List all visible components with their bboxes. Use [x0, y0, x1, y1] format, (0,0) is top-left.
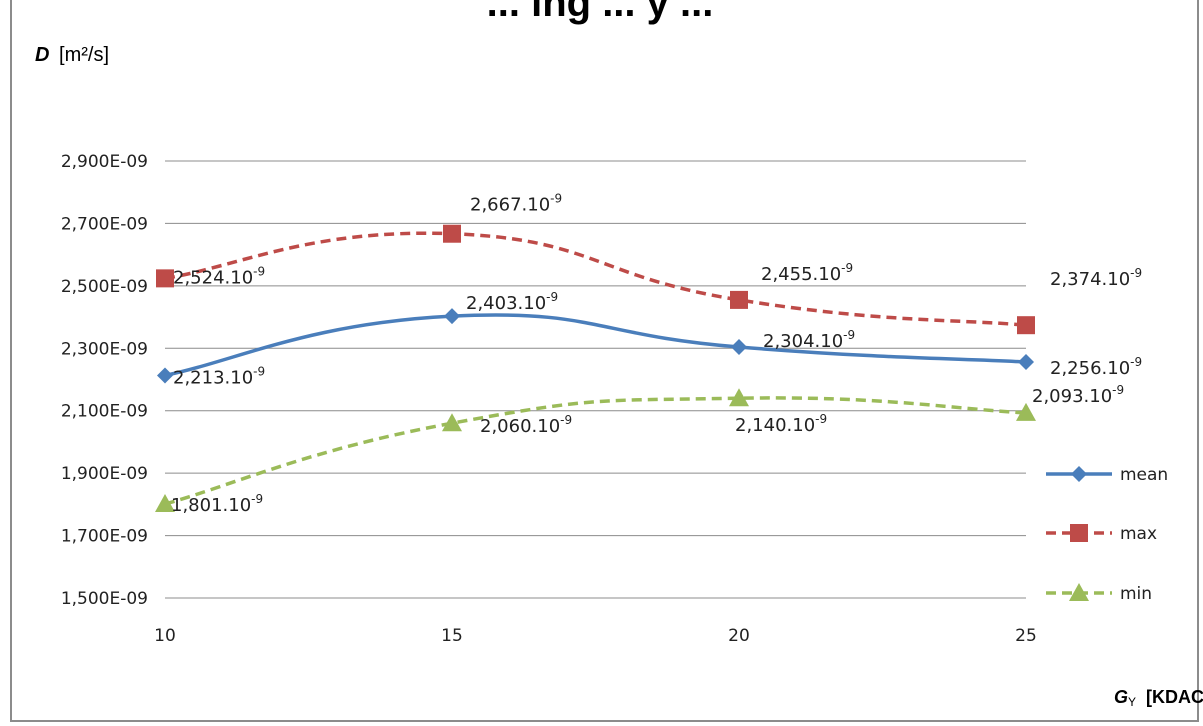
marker-mean-3	[1018, 354, 1034, 371]
legend-label-max: max	[1120, 524, 1157, 544]
y-tick-label-6: 1,700E-09	[61, 527, 148, 547]
data-label-mean-2: 2,304.10-9	[763, 328, 855, 352]
y-tick-label-4: 2,100E-09	[61, 402, 148, 422]
data-label-min-2: 2,140.10-9	[735, 412, 827, 436]
legend-label-min: min	[1120, 584, 1152, 604]
x-tick-label-0: 10	[154, 626, 176, 646]
y-tick-label-2: 2,500E-09	[61, 277, 148, 297]
chart-title: ... ing ... y ...	[487, 0, 714, 25]
marker-min-0	[155, 494, 175, 513]
y-tick-label-0: 2,900E-09	[61, 152, 148, 172]
marker-mean-2	[731, 339, 747, 356]
data-labels: 2,213.10-9 2,403.10-9 2,304.10-9 2,256.10-9…	[171, 192, 1142, 516]
series-markers	[155, 224, 1036, 513]
legend-marker-min	[1069, 583, 1089, 601]
data-label-max-2: 2,455.10-9	[761, 261, 853, 285]
series-lines	[164, 231, 1027, 506]
legend-marker-max	[1070, 524, 1088, 542]
y-tick-label-1: 2,700E-09	[61, 214, 148, 234]
marker-min-1	[442, 413, 462, 432]
data-label-max-0: 2,524.10-9	[173, 264, 265, 288]
x-tick-labels: 10 15 20 25	[154, 626, 1037, 646]
x-axis-symbol: G	[1114, 687, 1128, 707]
y-axis-unit: [m²/s]	[59, 44, 109, 66]
marker-max-0	[156, 269, 174, 288]
gridlines	[165, 160, 1026, 599]
x-tick-label-3: 25	[1015, 626, 1037, 646]
x-tick-label-1: 15	[441, 626, 463, 646]
legend-marker-mean	[1071, 466, 1087, 482]
series-line-max	[164, 231, 1027, 327]
legend-label-mean: mean	[1120, 465, 1168, 485]
data-label-max-3: 2,374.10-9	[1050, 266, 1142, 290]
data-label-mean-0: 2,213.10-9	[173, 364, 265, 388]
data-label-min-1: 2,060.10-9	[480, 413, 572, 437]
marker-min-2	[729, 388, 749, 407]
data-label-mean-1: 2,403.10-9	[466, 290, 558, 314]
legend: mean max min	[1046, 465, 1168, 604]
marker-mean-1	[444, 308, 460, 325]
data-label-mean-3: 2,256.10-9	[1050, 355, 1142, 379]
x-axis-label: GY [KDAC]	[1114, 687, 1203, 709]
marker-max-1	[443, 224, 461, 243]
marker-max-2	[730, 290, 748, 309]
x-axis-subscript: Y	[1128, 695, 1136, 709]
marker-mean-0	[157, 367, 173, 384]
y-tick-label-3: 2,300E-09	[61, 339, 148, 359]
y-tick-label-7: 1,500E-09	[61, 589, 148, 609]
x-tick-label-2: 20	[728, 626, 750, 646]
x-axis-unit: [KDAC]	[1146, 687, 1203, 707]
y-tick-labels: 2,900E-09 2,700E-09 2,500E-09 2,300E-09 2,10…	[61, 152, 148, 609]
data-label-min-3: 2,093.10-9	[1032, 383, 1124, 407]
y-axis-label: D [m²/s]	[35, 44, 109, 66]
y-tick-label-5: 1,900E-09	[61, 464, 148, 484]
series-line-mean	[164, 313, 1027, 378]
y-axis-symbol: D	[35, 44, 49, 66]
series-line-min	[164, 396, 1027, 506]
marker-min-3	[1016, 402, 1036, 421]
data-label-max-1: 2,667.10-9	[470, 192, 562, 216]
marker-max-3	[1017, 316, 1035, 335]
data-label-min-0: 1,801.10-9	[171, 492, 263, 516]
